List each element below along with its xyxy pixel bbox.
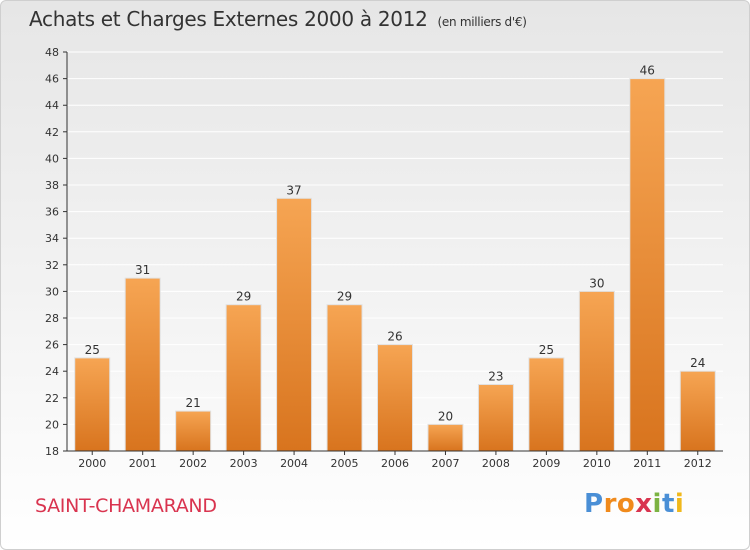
x-tick-label: 2003 <box>230 457 258 470</box>
x-tick-label: 2007 <box>431 457 459 470</box>
bar <box>225 304 262 452</box>
x-tick-label: 2009 <box>532 457 560 470</box>
labels: 25 2000 31 2001 21 2002 29 2003 37 2004 29 2005 26 20… <box>78 64 712 470</box>
bar <box>629 78 666 452</box>
bar-value-label: 24 <box>690 356 705 370</box>
logo-letter: t <box>661 489 675 519</box>
bar <box>679 370 716 452</box>
bar-value-label: 29 <box>236 290 251 304</box>
y-tick-label: 24 <box>45 365 59 378</box>
x-tick-label: 2000 <box>78 457 106 470</box>
bar-value-label: 31 <box>135 263 150 277</box>
bar-value-label: 37 <box>286 183 301 197</box>
x-tick-label: 2001 <box>129 457 157 470</box>
bar <box>578 290 615 452</box>
x-tick-label: 2011 <box>633 457 661 470</box>
chart-subtitle: (en milliers d'€) <box>437 15 527 29</box>
chart-title-text: Achats et Charges Externes 2000 à 2012 <box>29 7 428 31</box>
bar-value-label: 25 <box>539 343 554 357</box>
place-name: SAINT-CHAMARAND <box>35 495 217 517</box>
y-tick-label: 46 <box>45 73 59 86</box>
bar <box>175 410 212 452</box>
proxiti-logo: Proxiti <box>584 489 684 519</box>
bar <box>276 197 313 452</box>
y-tick-label: 44 <box>45 99 59 112</box>
logo-letter: i <box>674 489 685 519</box>
chart-title: Achats et Charges Externes 2000 à 2012 (e… <box>29 7 527 31</box>
y-tick-label: 26 <box>45 339 59 352</box>
bar <box>124 277 161 452</box>
y-tick-label: 34 <box>45 232 59 245</box>
logo-letter: o <box>616 489 636 519</box>
x-tick-label: 2005 <box>331 457 359 470</box>
bar-value-label: 23 <box>488 370 503 384</box>
y-tick-label: 18 <box>45 445 59 458</box>
bar-value-label: 30 <box>589 276 604 290</box>
y-tick-label: 30 <box>45 285 59 298</box>
bar <box>74 357 111 452</box>
y-tick-label: 20 <box>45 418 59 431</box>
bar-value-label: 21 <box>186 396 201 410</box>
logo-letter: P <box>584 489 604 519</box>
y-tick-label: 38 <box>45 179 59 192</box>
bar <box>326 304 363 452</box>
x-tick-label: 2010 <box>583 457 611 470</box>
y-tick-label: 40 <box>45 152 59 165</box>
y-tick-label: 32 <box>45 259 59 272</box>
bar-value-label: 29 <box>337 290 352 304</box>
axes: 18 20 22 24 26 28 30 32 34 36 38 40 42 44 46 48 <box>45 46 723 458</box>
x-tick-label: 2008 <box>482 457 510 470</box>
bar <box>377 344 413 452</box>
y-tick-label: 28 <box>45 312 59 325</box>
bar <box>427 423 464 452</box>
bar-value-label: 46 <box>640 64 655 78</box>
logo-letter: r <box>603 489 617 519</box>
bar-value-label: 26 <box>387 330 402 344</box>
logo-letter: i <box>652 489 662 519</box>
y-tick-label: 22 <box>45 392 59 405</box>
x-tick-label: 2004 <box>280 457 308 470</box>
x-tick-label: 2012 <box>684 457 712 470</box>
bars <box>74 78 716 452</box>
bar <box>528 357 565 452</box>
y-tick-label: 42 <box>45 126 59 139</box>
logo-letter: x <box>635 489 653 519</box>
bar <box>477 384 514 452</box>
bar-value-label: 25 <box>85 343 100 357</box>
y-tick-label: 48 <box>45 46 59 59</box>
y-tick-label: 36 <box>45 206 59 219</box>
x-tick-label: 2002 <box>179 457 207 470</box>
bar-value-label: 20 <box>438 409 453 423</box>
x-tick-label: 2006 <box>381 457 409 470</box>
